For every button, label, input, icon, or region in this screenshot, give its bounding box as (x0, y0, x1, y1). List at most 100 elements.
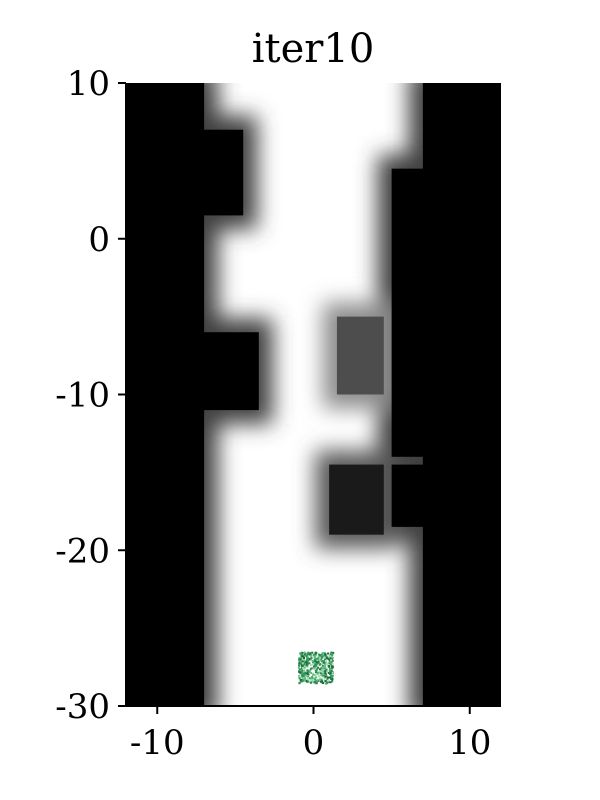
sample-point (331, 680, 334, 683)
sample-point (316, 661, 318, 664)
sample-point (330, 660, 333, 663)
sample-point (308, 653, 311, 656)
sample-point (329, 655, 332, 658)
sample-point (329, 681, 332, 684)
sample-point (309, 657, 312, 660)
sample-point (323, 667, 326, 670)
sample-point (311, 659, 314, 662)
sample-point (317, 660, 320, 663)
sample-point (331, 654, 334, 657)
sample-point (302, 669, 305, 672)
sample-point (316, 672, 319, 675)
sample-point (304, 673, 307, 676)
region-obstacle-6 (329, 464, 384, 535)
sample-point (323, 674, 326, 677)
sample-point (331, 665, 334, 668)
region-block-5 (391, 168, 501, 457)
sample-point (312, 663, 315, 666)
chart-title: iter10 (252, 26, 375, 72)
sample-point (306, 656, 309, 659)
sample-point (322, 668, 324, 671)
sample-point (330, 678, 332, 680)
sample-point (327, 652, 330, 655)
sample-point (321, 664, 324, 667)
sample-point (324, 662, 327, 665)
sample-point (328, 659, 331, 662)
region-obstacle-7 (336, 316, 384, 395)
sample-point (324, 664, 327, 667)
sample-point (299, 652, 302, 655)
sample-point (319, 671, 322, 674)
sample-point (323, 652, 326, 655)
sample-point (298, 682, 301, 685)
sample-point (323, 677, 326, 680)
sample-point (311, 651, 314, 654)
sample-point (320, 667, 323, 670)
sample-point (330, 667, 333, 670)
sample-point (298, 658, 301, 661)
sample-point (330, 659, 333, 662)
region-block-4 (391, 464, 501, 527)
region-block-2 (126, 129, 244, 216)
sample-point (304, 671, 307, 674)
sample-point (303, 676, 306, 679)
sample-point (301, 669, 304, 672)
sample-point (304, 661, 307, 664)
sample-point (324, 681, 327, 684)
sample-point (313, 656, 316, 659)
sample-point (306, 664, 309, 667)
sample-point (300, 654, 303, 657)
sample-point (314, 681, 316, 683)
sample-point (303, 666, 306, 669)
sample-point (328, 664, 331, 667)
sample-point (331, 656, 334, 659)
sample-point (313, 658, 316, 661)
sample-point (319, 654, 321, 657)
sample-point (320, 680, 322, 683)
sample-point (301, 674, 304, 677)
sample-point (319, 668, 321, 671)
sample-point (317, 666, 320, 669)
sample-point (314, 677, 317, 679)
sample-point (326, 670, 329, 672)
sample-point (297, 666, 300, 669)
sample-point (332, 651, 335, 654)
sample-point (314, 665, 316, 668)
sample-point (299, 678, 302, 681)
sample-point (319, 670, 322, 673)
sample-point (326, 657, 329, 660)
sample-point (321, 655, 324, 658)
sample-point (325, 668, 328, 671)
sample-point (321, 680, 324, 683)
sample-point (301, 671, 304, 674)
occupancy-core (126, 83, 501, 706)
sample-point (314, 673, 317, 676)
sample-point (317, 656, 320, 659)
sample-point (310, 667, 313, 670)
sample-point (314, 668, 317, 671)
sample-point (298, 669, 301, 672)
sample-point (327, 671, 330, 674)
sample-point (324, 670, 327, 672)
sample-point (301, 673, 304, 676)
sample-point (324, 660, 327, 663)
sample-point (330, 670, 333, 672)
sample-point (308, 677, 311, 680)
sample-point (312, 665, 315, 668)
sample-point (309, 668, 312, 671)
sample-point (318, 675, 321, 678)
sample-point (298, 662, 301, 665)
sample-point (303, 657, 305, 659)
sample-point (298, 659, 301, 662)
sample-point (328, 662, 331, 665)
sample-point (312, 661, 315, 664)
sample-point (325, 655, 328, 658)
sample-point (305, 659, 308, 662)
y-tick-label: -10 (55, 376, 110, 416)
sample-point (315, 670, 318, 673)
sample-point (301, 678, 304, 681)
sample-point (311, 676, 314, 679)
sample-point (310, 677, 313, 680)
sample-point (312, 678, 315, 681)
